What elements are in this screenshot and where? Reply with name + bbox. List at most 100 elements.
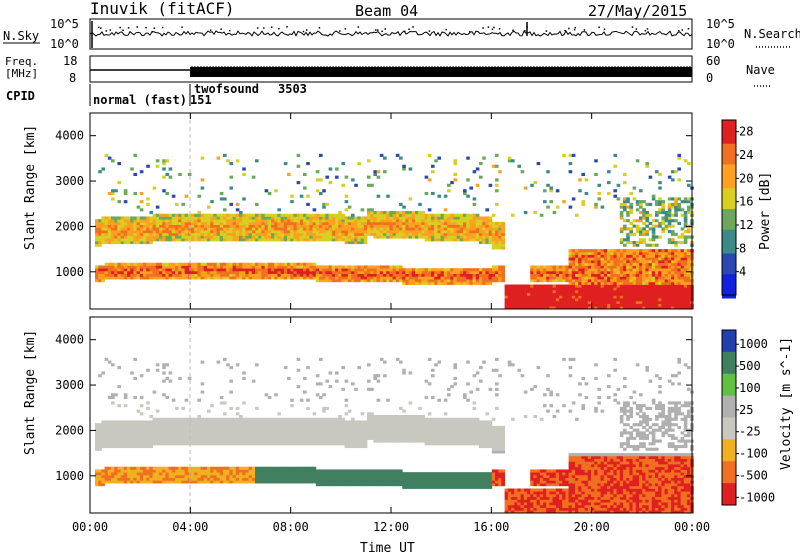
power-cell <box>146 227 150 231</box>
power-cell <box>600 281 605 285</box>
power-cell <box>655 295 659 299</box>
power-cell <box>408 230 413 234</box>
power-cell <box>581 303 586 307</box>
power-cell <box>207 205 211 209</box>
power-cell <box>251 268 256 272</box>
power-cell <box>623 219 627 223</box>
power-cell <box>418 230 422 234</box>
power-cell <box>674 240 678 245</box>
velocity-cell <box>271 436 275 440</box>
power-cell <box>687 306 691 310</box>
power-cell <box>271 219 275 223</box>
power-cell <box>488 279 493 283</box>
power-cell <box>159 227 163 231</box>
power-cell <box>581 287 586 291</box>
power-cell <box>581 273 586 277</box>
power-cell <box>226 213 230 217</box>
power-cell <box>639 260 643 264</box>
power-cell <box>584 276 589 280</box>
power-cell <box>274 235 278 239</box>
velocity-cell <box>312 420 317 424</box>
power-cell <box>674 273 678 277</box>
power-cell <box>357 268 362 272</box>
velocity-cell <box>251 428 256 432</box>
power-cell <box>664 287 669 291</box>
power-cell <box>367 265 371 269</box>
power-cell <box>363 227 368 231</box>
velocity-cell <box>101 436 106 440</box>
power-cell <box>549 279 554 283</box>
power-cell <box>399 227 403 231</box>
velocity-cell <box>264 472 269 476</box>
power-cell <box>379 230 384 234</box>
power-cell <box>283 162 288 166</box>
power-cell <box>453 213 458 217</box>
power-cell <box>232 230 237 234</box>
velocity-cell <box>296 436 301 440</box>
velocity-cell <box>287 425 291 430</box>
power-cell <box>623 284 627 288</box>
power-cell <box>623 243 627 247</box>
power-cell <box>424 221 429 226</box>
power-cell <box>687 279 691 283</box>
velocity-cell <box>133 466 138 470</box>
power-cell <box>591 262 595 266</box>
velocity-cell <box>171 480 176 484</box>
power-cell <box>575 303 579 307</box>
power-cell <box>667 175 672 179</box>
power-cell <box>600 262 605 266</box>
velocity-cell <box>248 431 253 435</box>
velocity-cell <box>226 477 230 481</box>
power-cell <box>658 281 662 285</box>
power-cell <box>687 257 691 261</box>
velocity-cell <box>117 472 122 476</box>
velocity-cell <box>203 466 208 470</box>
velocity-cell <box>203 442 208 446</box>
power-cell <box>312 238 317 242</box>
power-cell <box>642 200 646 204</box>
power-cell <box>165 172 170 177</box>
velocity-cell <box>200 423 205 427</box>
power-cell <box>299 273 304 277</box>
power-cell <box>245 213 250 217</box>
y-tick-label: 3000 <box>55 174 84 188</box>
power-cell <box>232 270 237 275</box>
velocity-cell <box>328 428 333 432</box>
power-cell <box>335 230 339 234</box>
power-cell <box>159 219 163 223</box>
power-cell <box>271 262 275 266</box>
velocity-cell <box>239 469 243 473</box>
velocity-cell <box>194 469 198 473</box>
power-cell <box>296 276 301 280</box>
power-cell <box>495 153 499 157</box>
power-cell <box>533 276 538 280</box>
power-cell <box>568 162 573 166</box>
power-cell <box>213 276 218 280</box>
power-cell <box>319 191 323 196</box>
power-cell <box>395 224 400 228</box>
power-cell <box>338 219 342 223</box>
power-cell <box>117 270 122 275</box>
power-cell <box>571 265 576 269</box>
power-cell <box>642 281 646 285</box>
power-cell <box>242 232 246 236</box>
power-cell <box>639 300 643 304</box>
power-cell <box>146 270 150 275</box>
power-cell <box>635 303 640 307</box>
power-cell <box>325 216 330 220</box>
power-cell <box>495 270 499 275</box>
power-cell <box>680 270 685 275</box>
power-cell <box>155 238 160 242</box>
power-colorbar-label: Power [dB] <box>758 172 773 250</box>
power-cell <box>655 300 659 304</box>
power-cell <box>495 243 499 247</box>
velocity-cell <box>277 474 282 479</box>
power-cell <box>632 303 637 307</box>
power-cell <box>139 232 144 236</box>
power-cell <box>184 227 189 231</box>
power-cell <box>325 273 330 277</box>
velocity-cell <box>248 466 253 470</box>
power-cell <box>607 279 611 283</box>
power-cell <box>575 268 579 272</box>
